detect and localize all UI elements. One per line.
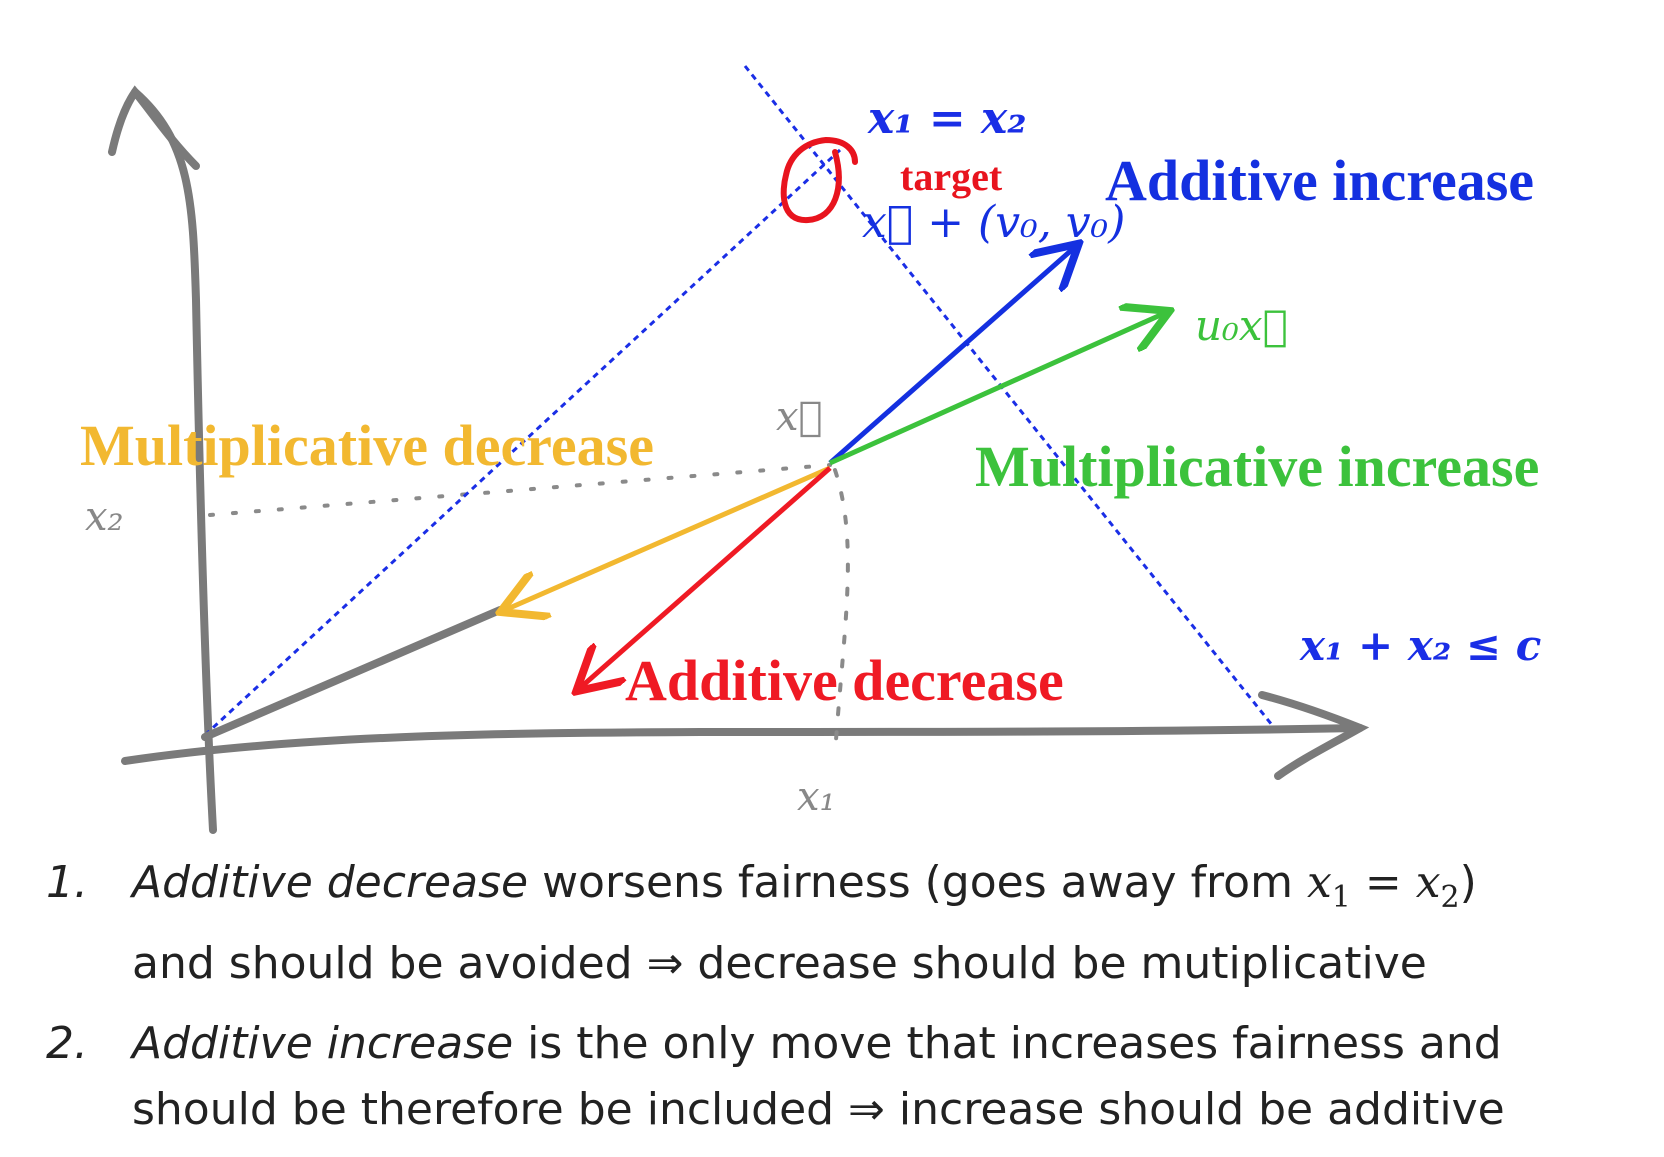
multiplicative-increase-vector-label: u₀x⃗	[1195, 301, 1288, 350]
x1-axis-label: x₁	[797, 774, 836, 820]
note-2: 2. Additive increase is the only move th…	[40, 1011, 1640, 1143]
additive-increase-arrow	[828, 247, 1075, 465]
x2-axis-label: x₂	[85, 494, 124, 540]
target-circle	[780, 136, 858, 223]
x-vector-label: x⃗	[776, 394, 823, 440]
additive-increase-vector-label: x⃗ + (v₀, v₀)	[862, 197, 1125, 248]
math-x1: x1	[1306, 857, 1351, 915]
note-number: 2.	[46, 1017, 88, 1069]
fairness-line-label: x₁ = x₂	[867, 93, 1027, 144]
y-axis-arrowhead	[108, 85, 200, 170]
additive-increase-label: Additive increase	[1105, 148, 1534, 213]
x1-projection-line	[833, 468, 850, 742]
note-number: 1.	[46, 857, 88, 908]
multiplicative-decrease-label: Multiplicative decrease	[80, 413, 654, 478]
fairness-line	[203, 148, 842, 737]
y-axis	[131, 88, 217, 834]
multiplicative-increase-label: Multiplicative increase	[975, 434, 1539, 499]
notes-list: 1. Additive decrease worsens fairness (g…	[40, 850, 1640, 1157]
note-line-2: and should be avoided ⇒ decrease should …	[132, 937, 1427, 989]
math-equals: =	[1350, 857, 1416, 908]
capacity-label: x₁ + x₂ ≤ c	[1299, 621, 1541, 670]
note-1: 1. Additive decrease worsens fairness (g…	[40, 850, 1640, 997]
note-text: worsens fairness (goes away from	[528, 857, 1307, 908]
origin-to-x-segment	[201, 606, 504, 741]
target-label: target	[900, 154, 1003, 199]
note-term: Additive increase	[132, 1017, 514, 1069]
math-x2: x2	[1415, 857, 1460, 915]
note-text: is the only move that increases fairness…	[513, 1017, 1502, 1069]
capacity-line	[743, 65, 1274, 726]
x-axis	[121, 724, 1364, 765]
x-axis-arrowhead	[1258, 691, 1370, 780]
diagram-canvas: x₁ = x₂ target x⃗ + (v₀, v₀) Additive in…	[80, 65, 1541, 834]
additive-decrease-label: Additive decrease	[625, 648, 1064, 713]
additive-decrease-arrow	[580, 466, 832, 688]
multiplicative-decrease-arrow	[505, 465, 832, 610]
note-term: Additive decrease	[132, 857, 529, 908]
note-text-end: )	[1459, 857, 1477, 908]
multiplicative-increase-arrow	[828, 313, 1165, 466]
note-line-2: should be therefore be included ⇒ increa…	[132, 1083, 1505, 1135]
